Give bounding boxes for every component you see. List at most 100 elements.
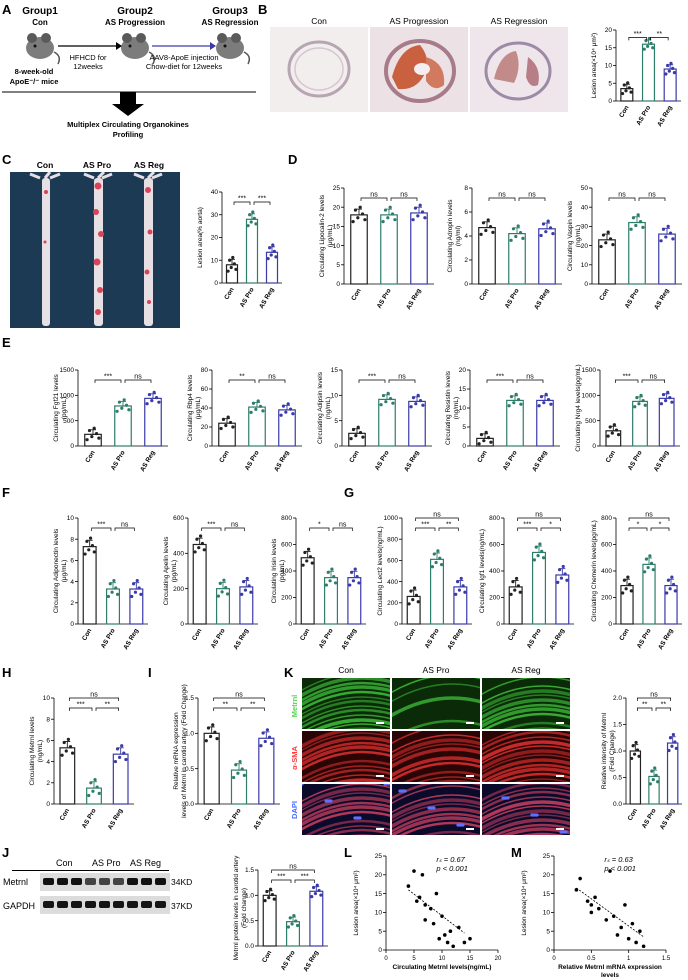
data-point [108, 582, 112, 586]
data-point [288, 916, 292, 920]
chart-x-tick-label: Con [598, 287, 610, 301]
significance-label: ** [446, 522, 452, 529]
scatter-point [420, 873, 425, 877]
data-point [127, 408, 131, 412]
chart-y-tick-label: 200 [173, 586, 184, 593]
chart-y-tick-label: 0 [336, 281, 340, 288]
data-point [664, 235, 668, 239]
significance-bracket [68, 707, 93, 711]
chart-x-tick-label: AS Reg [122, 627, 140, 651]
significance-label: *** [207, 522, 215, 529]
data-point [546, 219, 550, 223]
c-header-con: Con [36, 160, 54, 170]
chart-h: Circulating Metrnl levels (ng/mL) 0 2 4 6 8 10 C… [29, 692, 134, 831]
chart-d3: Circulating Vaspin levels (ng/mL) 0 10 20 30 4… [567, 185, 682, 311]
chart-x-tick-label: AS Pro [502, 449, 519, 471]
result-text-1: Multiplex Circulating Organokines [67, 120, 189, 129]
chart-l-ylabel: Lesion area(×10⁴ μm²) [353, 870, 360, 935]
chart-x-tick-label: Con [476, 449, 488, 463]
data-point [461, 584, 465, 588]
data-point [439, 563, 444, 567]
group2-subtitle: AS Progression [105, 18, 165, 27]
data-point [242, 773, 246, 777]
data-point [294, 919, 298, 923]
scatter-point [415, 899, 419, 903]
chart-f2-ylabel: (pg/mL) [171, 560, 178, 582]
data-point [211, 723, 215, 727]
c-header-reg: AS Reg [133, 160, 165, 170]
data-point [353, 208, 358, 212]
data-point [270, 741, 274, 746]
data-point [659, 239, 663, 243]
chart-x-tick-label: Con [618, 627, 630, 641]
chart-x-tick-label: Con [191, 627, 203, 641]
chart-y-tick-label: 0 [70, 621, 74, 628]
wb-band-gapdh [141, 901, 152, 908]
data-point [198, 534, 203, 538]
significance-label: ns [134, 374, 142, 381]
chart-y-tick-label: 0.5 [613, 775, 622, 782]
scatter-point [638, 929, 642, 933]
data-point [328, 579, 332, 583]
data-point [629, 589, 633, 593]
data-point [363, 218, 367, 222]
significance-label: ns [526, 374, 534, 381]
significance-label: ** [223, 702, 229, 709]
result-text-2: Profiling [113, 130, 144, 139]
data-point [608, 237, 613, 241]
chart-y-tick-label: 5 [462, 424, 466, 431]
data-point [268, 887, 273, 891]
data-point [670, 744, 674, 748]
chart-y-tick-label: 1.0 [245, 893, 254, 900]
chart-y-tick-label: 400 [173, 551, 184, 558]
data-point [418, 203, 422, 207]
panel-letter-f: F [2, 485, 10, 500]
data-point [479, 433, 484, 437]
data-point [519, 402, 523, 406]
chart-f1: Circulating Adiponectin levels (μg/mL) 0 2 4… [53, 515, 148, 651]
bar-con [192, 543, 207, 625]
data-point [481, 221, 486, 225]
data-point [326, 570, 330, 574]
data-point [251, 210, 255, 214]
chart-y-tick-label: 20 [581, 243, 589, 250]
wb-band-metrnl [141, 878, 152, 885]
data-point [518, 231, 523, 235]
chart-x-tick-label: AS Reg [446, 627, 464, 651]
chart-x-tick-label: AS Reg [258, 286, 276, 310]
data-point [124, 403, 129, 407]
data-point [157, 400, 161, 404]
data-point [459, 576, 463, 581]
data-point [507, 404, 511, 408]
significance-label: *** [77, 702, 85, 709]
data-point [642, 47, 646, 51]
data-point [317, 888, 321, 893]
data-point [611, 243, 615, 247]
aorta-photo [10, 172, 180, 328]
chart-x-tick-label: AS Pro [504, 287, 521, 309]
significance-bracket [641, 379, 666, 383]
chart-i: Relative mRNA expression levels of Metrnl… [173, 684, 280, 831]
chart-x-tick-label: AS Pro [374, 449, 391, 471]
significance-bracket [415, 517, 459, 521]
chart-f3-ylabel: Circulating Irisin levels [271, 538, 278, 603]
data-point [651, 778, 655, 782]
data-point [668, 736, 673, 740]
data-point [482, 439, 486, 443]
chart-y-tick-label: 2 [46, 780, 50, 787]
data-point [245, 576, 249, 581]
chart-y-tick-label: 8 [46, 716, 50, 723]
significance-label: * [318, 522, 321, 529]
scatter-point [611, 914, 616, 918]
chart-y-tick-label: 600 [387, 558, 398, 565]
scatter-point [585, 899, 590, 903]
bar-con [218, 422, 236, 447]
scatter-point [457, 925, 461, 930]
chart-y-tick-label: 15 [375, 891, 383, 898]
chart-y-tick-label: 40 [201, 405, 209, 412]
data-point [256, 399, 260, 403]
chart-e4-ylabel: (ng/mL) [453, 397, 460, 419]
data-point [215, 737, 219, 741]
significance-label: *** [277, 874, 285, 881]
significance-bracket [628, 517, 670, 521]
